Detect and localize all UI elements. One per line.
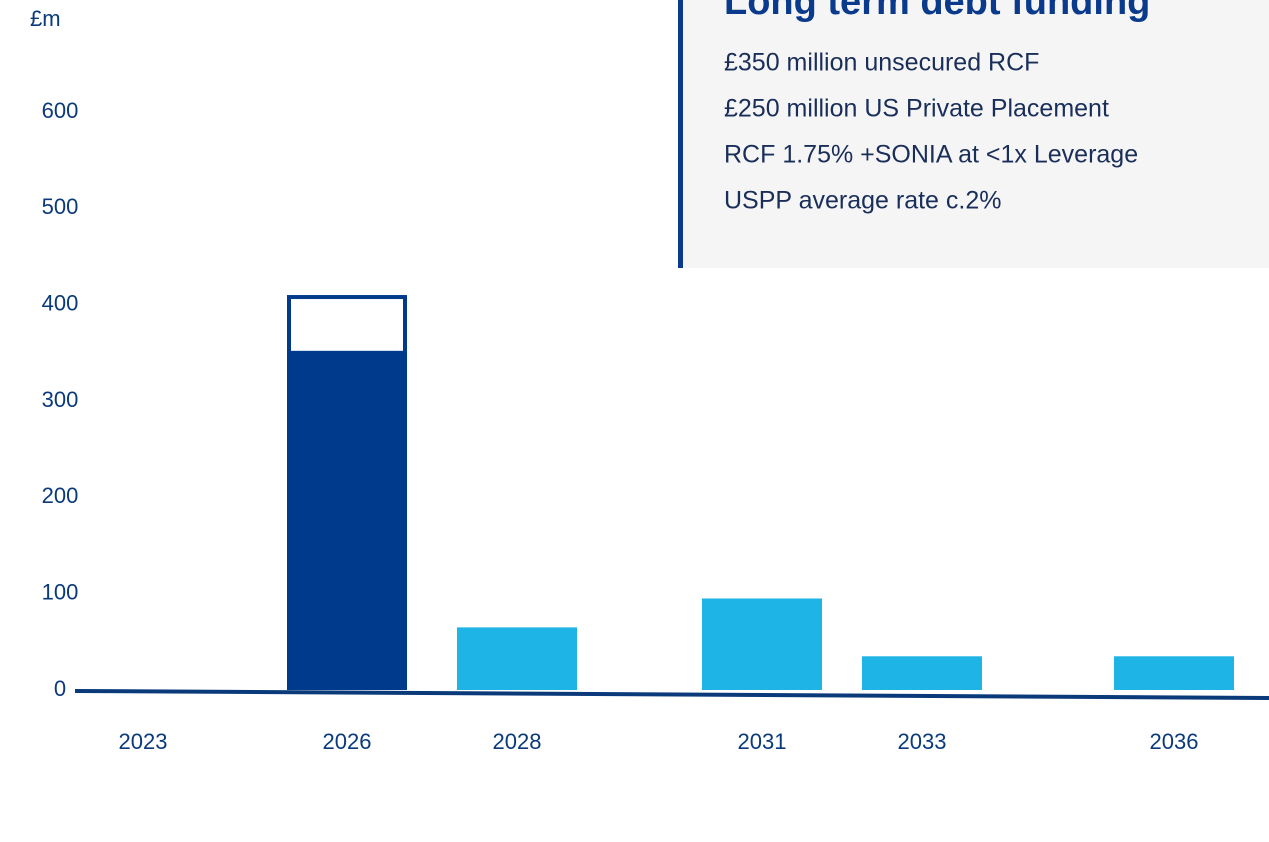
- x-tick-label: 2036: [1150, 729, 1199, 754]
- y-axis-label: £m: [30, 6, 61, 31]
- y-tick-label: 400: [42, 290, 79, 315]
- x-axis: [74, 689, 1269, 700]
- panel-border: [678, 0, 683, 268]
- panel-line: RCF 1.75% +SONIA at <1x Leverage: [724, 141, 1138, 169]
- y-tick-label: 200: [42, 483, 79, 508]
- bar: [862, 656, 982, 690]
- y-tick-label: 300: [42, 387, 79, 412]
- x-tick-label: 2028: [493, 729, 542, 754]
- panel-line: £350 million unsecured RCF: [724, 49, 1039, 77]
- bar: [457, 627, 577, 690]
- panel-line: £250 million US Private Placement: [724, 95, 1109, 123]
- bar: [287, 352, 407, 690]
- y-tick-label: 0: [54, 676, 66, 701]
- bar: [287, 295, 407, 355]
- panel-title: Long term debt funding: [724, 0, 1150, 23]
- y-tick-label: 100: [42, 579, 79, 604]
- x-tick-label: 2033: [898, 729, 947, 754]
- panel-line: USPP average rate c.2%: [724, 187, 1001, 215]
- y-tick-label: 500: [42, 194, 79, 219]
- x-tick-label: 2026: [323, 729, 372, 754]
- x-tick-label: 2031: [738, 729, 787, 754]
- bar: [702, 598, 822, 690]
- y-tick-label: 600: [42, 98, 79, 123]
- info-panel: [678, 0, 1269, 268]
- x-tick-label: 2023: [119, 729, 168, 754]
- bar: [1114, 656, 1234, 690]
